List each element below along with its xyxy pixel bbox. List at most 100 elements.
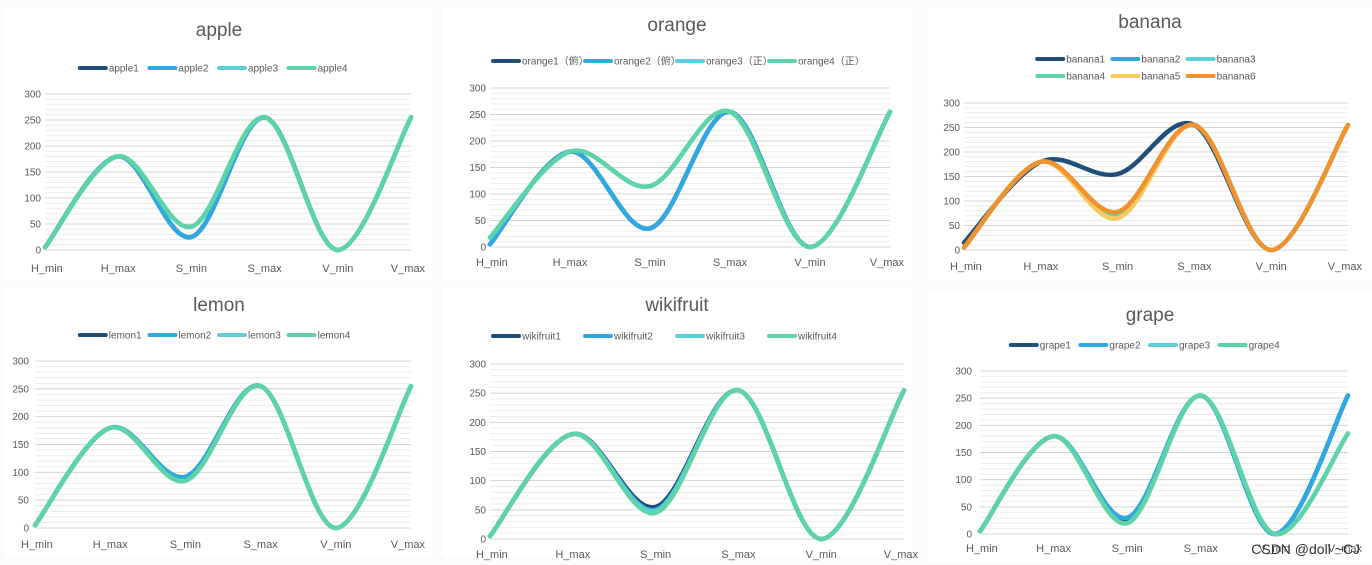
- legend-label: apple3: [248, 64, 278, 75]
- legend-label: grape3: [1179, 341, 1211, 352]
- legend-label: lemon2: [178, 331, 211, 342]
- series-line[interactable]: [487, 388, 907, 542]
- series-line[interactable]: [487, 109, 893, 250]
- watermark: CSDN @doll ~CJ: [1251, 541, 1360, 557]
- y-tick-label: 50: [18, 496, 30, 507]
- legend-label: apple2: [178, 64, 208, 75]
- x-tick-label: H_max: [1036, 543, 1071, 555]
- chart-apple[interactable]: apple apple1 apple2 apple3 apple4 0 50 100 150 20…: [5, 8, 433, 280]
- x-tick-label: S_max: [243, 539, 278, 551]
- x-tick-label: V_max: [870, 257, 905, 269]
- chart-title: grape: [1126, 305, 1175, 326]
- series-line[interactable]: [32, 383, 414, 531]
- y-tick-label: 0: [966, 530, 972, 541]
- y-tick-label: 300: [469, 360, 486, 371]
- y-tick-label: 300: [955, 367, 972, 378]
- x-tick-label: S_min: [170, 539, 201, 551]
- y-tick-label: 150: [943, 172, 960, 183]
- x-tick-label: H_min: [476, 549, 508, 561]
- y-tick-label: 100: [12, 468, 29, 479]
- legend-label: grape2: [1109, 341, 1141, 352]
- chart-lemon[interactable]: lemon lemon1 lemon2 lemon3 lemon4 0 50 100 150 20…: [5, 288, 433, 558]
- y-tick-label: 0: [480, 535, 486, 546]
- y-tick-label: 250: [943, 123, 960, 134]
- chart-title: banana: [1118, 12, 1182, 33]
- y-tick-label: 200: [469, 137, 486, 148]
- legend-label: orange4（正）: [798, 56, 865, 68]
- series-line[interactable]: [977, 393, 1351, 537]
- x-tick-label: V_max: [884, 549, 919, 561]
- x-tick-label: S_max: [721, 549, 756, 561]
- series-line[interactable]: [42, 115, 414, 253]
- y-tick-label: 250: [955, 394, 972, 405]
- x-tick-label: V_min: [320, 539, 351, 551]
- series-line[interactable]: [487, 388, 907, 542]
- y-tick-label: 150: [469, 163, 486, 174]
- y-tick-label: 50: [475, 505, 487, 516]
- legend-label: apple4: [318, 64, 348, 75]
- series-line[interactable]: [487, 109, 893, 250]
- x-tick-label: H_max: [555, 549, 590, 561]
- series-line[interactable]: [487, 388, 907, 542]
- chart-banana[interactable]: banana banana1 banana2 banana3 banana4 banana…: [928, 8, 1372, 280]
- x-tick-label: S_min: [1102, 261, 1133, 273]
- series-line[interactable]: [42, 115, 414, 253]
- legend-label: grape4: [1249, 341, 1281, 352]
- chart-svg: wikifruit wikifruit1 wikifruit2 wikifruit3 w…: [469, 295, 918, 561]
- chart-svg: orange orange1（俯） orange2（俯） orange3（正） oran…: [469, 15, 905, 269]
- legend-label: grape1: [1040, 341, 1072, 352]
- series-line[interactable]: [977, 393, 1351, 537]
- y-tick-label: 50: [949, 221, 961, 232]
- x-tick-label: S_min: [640, 549, 671, 561]
- series-line[interactable]: [487, 108, 893, 250]
- series-line[interactable]: [487, 388, 907, 542]
- y-tick-label: 250: [469, 389, 486, 400]
- x-tick-label: V_min: [322, 263, 353, 275]
- x-tick-label: S_max: [247, 263, 282, 275]
- x-tick-label: H_min: [21, 539, 53, 551]
- legend-label: orange3（正）: [706, 56, 773, 68]
- y-tick-label: 250: [469, 110, 486, 121]
- legend-label: orange2（俯）: [614, 55, 681, 68]
- legend-label: banana2: [1141, 55, 1180, 66]
- x-tick-label: H_max: [101, 263, 136, 275]
- x-tick-label: V_min: [1259, 543, 1290, 555]
- y-tick-label: 100: [943, 197, 960, 208]
- y-tick-label: 200: [12, 412, 29, 423]
- x-tick-label: H_max: [1023, 261, 1058, 273]
- y-tick-label: 300: [943, 99, 960, 110]
- y-tick-label: 300: [12, 357, 29, 368]
- y-tick-label: 50: [961, 502, 973, 513]
- y-tick-label: 100: [955, 475, 972, 486]
- y-tick-label: 200: [24, 142, 41, 153]
- chart-orange[interactable]: orange orange1（俯） orange2（俯） orange3（正） oran…: [442, 8, 912, 280]
- series-line[interactable]: [977, 393, 1351, 537]
- y-tick-label: 150: [955, 448, 972, 459]
- chart-wikifruit[interactable]: wikifruit wikifruit1 wikifruit2 wikifruit3 w…: [442, 288, 918, 561]
- chart-title: apple: [196, 20, 243, 41]
- series-line[interactable]: [977, 393, 1351, 537]
- y-tick-label: 300: [24, 90, 41, 101]
- series-line[interactable]: [32, 383, 414, 531]
- x-tick-label: H_min: [950, 261, 982, 273]
- x-tick-label: S_max: [713, 257, 748, 269]
- legend-label: banana4: [1066, 72, 1105, 83]
- series-line[interactable]: [32, 383, 414, 531]
- series-line[interactable]: [42, 115, 414, 253]
- series-line[interactable]: [32, 383, 414, 531]
- series-line[interactable]: [42, 115, 414, 253]
- x-tick-label: H_min: [476, 257, 508, 269]
- x-tick-label: V_min: [794, 257, 825, 269]
- legend-label: wikifruit2: [613, 332, 653, 343]
- chart-svg: lemon lemon1 lemon2 lemon3 lemon4 0 50 100 150 20…: [12, 295, 425, 551]
- x-tick-label: S_min: [634, 257, 665, 269]
- series-line[interactable]: [487, 108, 893, 250]
- y-tick-label: 150: [24, 168, 41, 179]
- chart-svg: grape grape1 grape2 grape3 grape4 0 50 100 150 20…: [955, 305, 1362, 555]
- chart-grape[interactable]: grape grape1 grape2 grape3 grape4 0 50 100 150 20…: [928, 292, 1372, 562]
- x-tick-label: H_min: [31, 263, 63, 275]
- legend-label: banana5: [1141, 72, 1180, 83]
- series-line[interactable]: [961, 122, 1351, 253]
- legend-label: apple1: [109, 64, 139, 75]
